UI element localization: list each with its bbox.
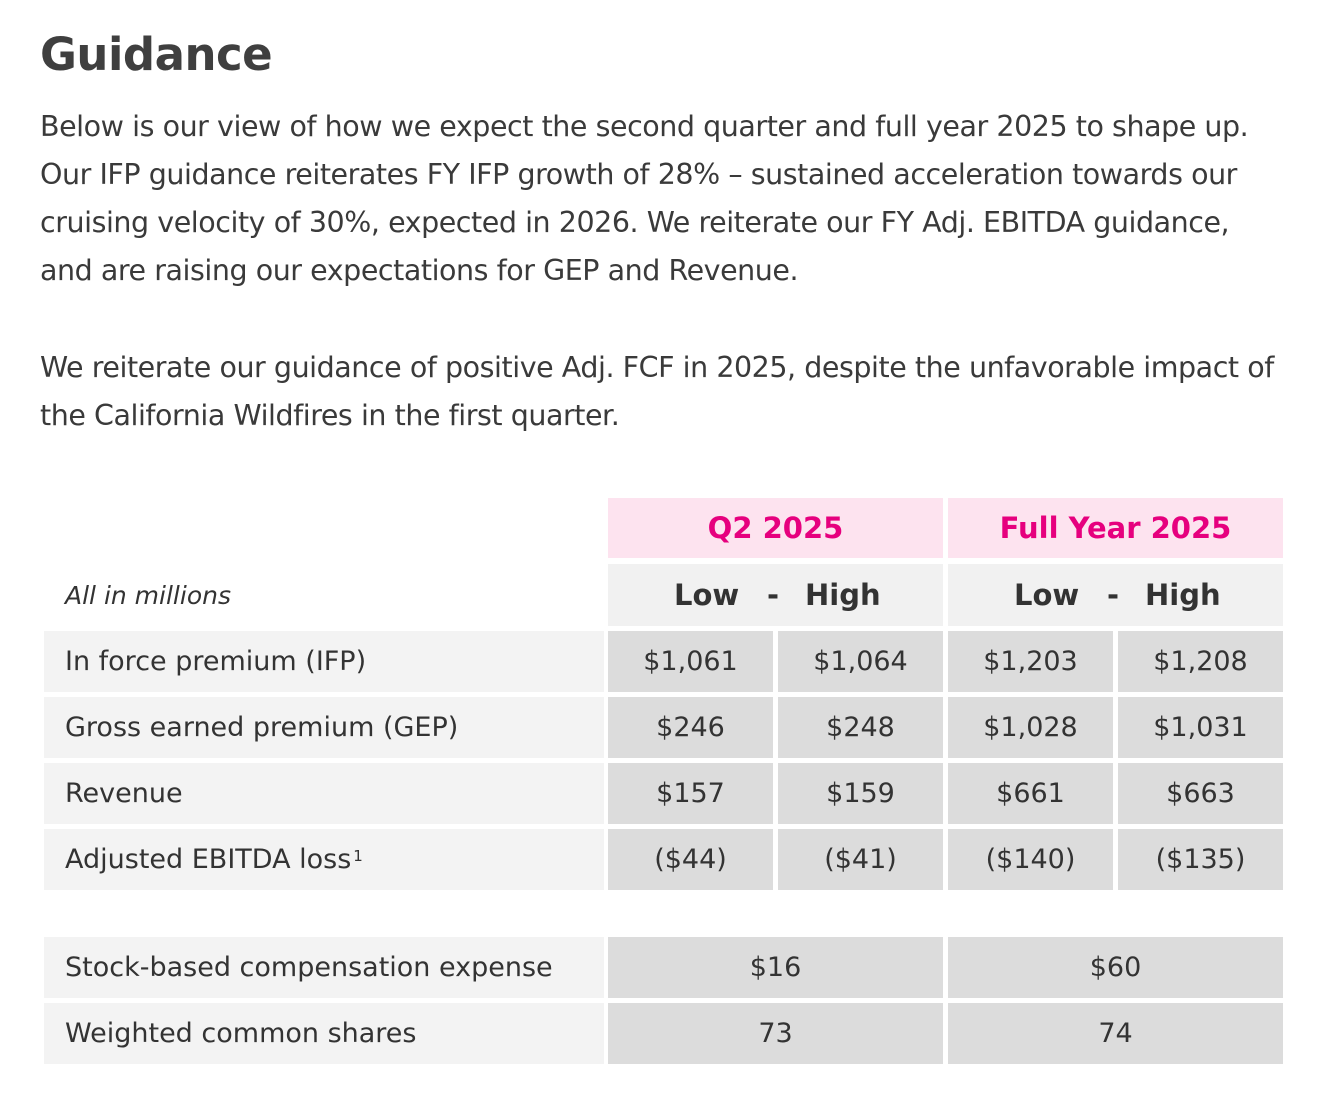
ebitda-q2-high: ($41) (778, 829, 943, 890)
revenue-fy-high: $663 (1118, 763, 1283, 824)
sbc-fy: $60 (948, 937, 1283, 998)
page-title: Guidance (40, 28, 273, 81)
units-label: All in millions (65, 580, 231, 610)
row-label-ifp: In force premium (IFP) (44, 631, 604, 692)
range-high-label: High (1145, 578, 1221, 612)
range-low-label: Low (1014, 578, 1080, 612)
footnote-marker: 1 (353, 846, 363, 865)
ebitda-label-text: Adjusted EBITDA loss (65, 844, 352, 875)
ebitda-fy-high: ($135) (1118, 829, 1283, 890)
ifp-fy-high: $1,208 (1118, 631, 1283, 692)
row-label-ebitda: Adjusted EBITDA loss 1 (44, 829, 604, 890)
row-label-shares: Weighted common shares (44, 1003, 604, 1064)
revenue-q2-high: $159 (778, 763, 943, 824)
shares-q2: 73 (608, 1003, 943, 1064)
row-label-revenue: Revenue (44, 763, 604, 824)
ifp-q2-low: $1,061 (608, 631, 773, 692)
range-separator: - (767, 578, 780, 612)
ifp-fy-low: $1,203 (948, 631, 1113, 692)
gep-fy-low: $1,028 (948, 697, 1113, 758)
shares-fy: 74 (948, 1003, 1283, 1064)
fcf-paragraph: We reiterate our guidance of positive Ad… (40, 351, 1274, 432)
row-label-gep: Gross earned premium (GEP) (44, 697, 604, 758)
gep-q2-low: $246 (608, 697, 773, 758)
revenue-fy-low: $661 (948, 763, 1113, 824)
range-high-label: High (805, 578, 881, 612)
row-label-sbc: Stock-based compensation expense (44, 937, 604, 998)
range-low-label: Low (674, 578, 740, 612)
ebitda-q2-low: ($44) (608, 829, 773, 890)
intro-paragraph: Below is our view of how we expect the s… (40, 110, 1249, 287)
gep-fy-high: $1,031 (1118, 697, 1283, 758)
revenue-q2-low: $157 (608, 763, 773, 824)
period-header-q2: Q2 2025 (608, 498, 943, 558)
range-header-fy: Low - High (948, 564, 1283, 626)
period-header-fy: Full Year 2025 (948, 498, 1283, 558)
gep-q2-high: $248 (778, 697, 943, 758)
sbc-q2: $16 (608, 937, 943, 998)
ifp-q2-high: $1,064 (778, 631, 943, 692)
range-header-q2: Low - High (608, 564, 943, 626)
range-separator: - (1107, 578, 1120, 612)
ebitda-fy-low: ($140) (948, 829, 1113, 890)
